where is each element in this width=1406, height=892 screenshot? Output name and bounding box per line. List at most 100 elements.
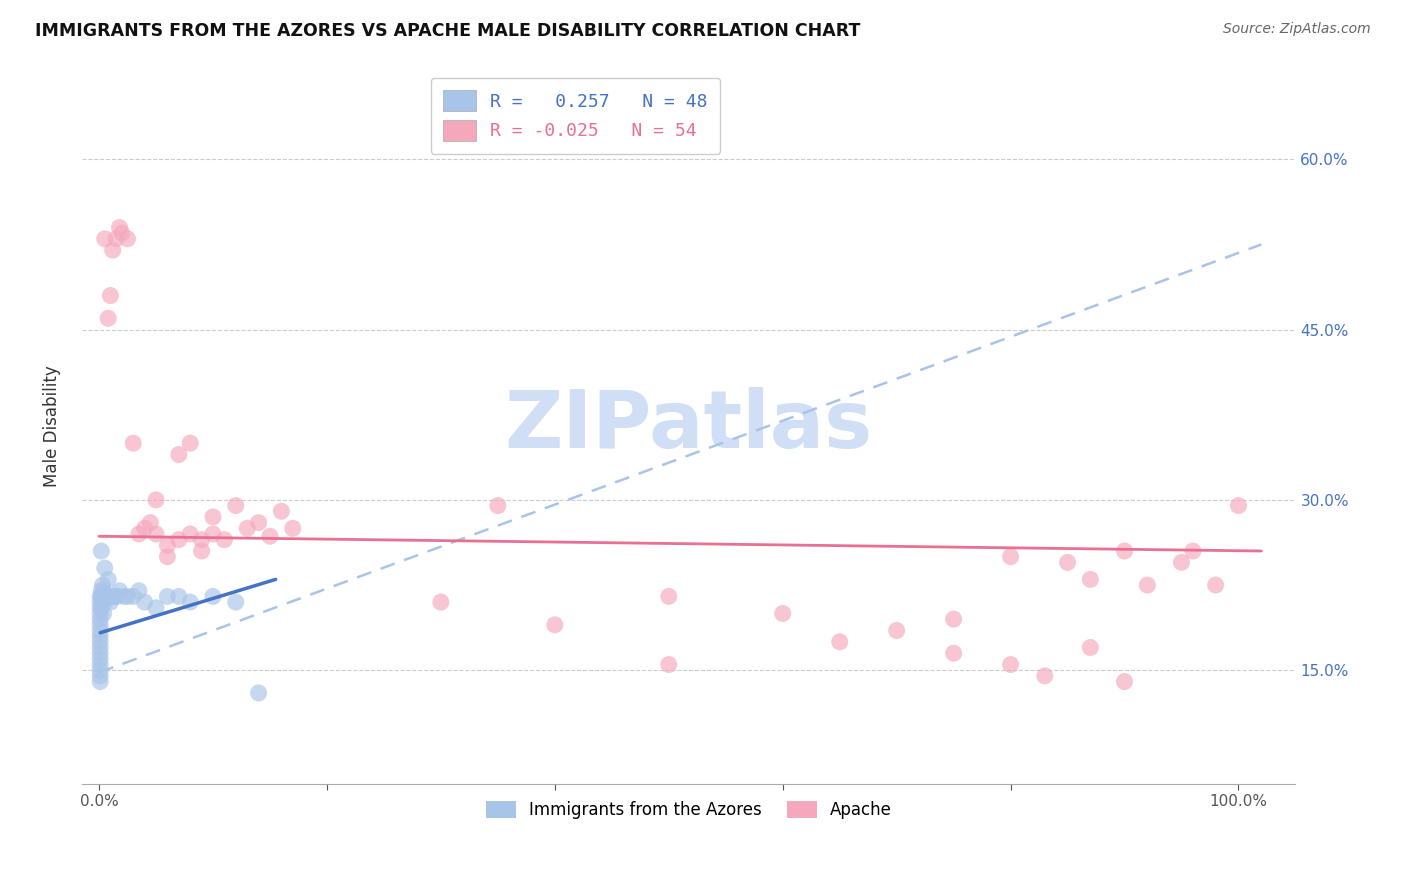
Point xyxy=(145,492,167,507)
Point xyxy=(89,646,111,660)
Point xyxy=(247,686,270,700)
Point xyxy=(179,595,201,609)
Point xyxy=(89,663,111,677)
Point xyxy=(1227,499,1250,513)
Point xyxy=(1000,657,1022,672)
Point xyxy=(89,624,111,638)
Point xyxy=(100,288,122,302)
Point xyxy=(90,600,112,615)
Point xyxy=(430,595,453,609)
Point xyxy=(101,590,124,604)
Point xyxy=(179,527,201,541)
Point xyxy=(90,590,112,604)
Point xyxy=(128,583,150,598)
Y-axis label: Male Disability: Male Disability xyxy=(44,365,60,487)
Point xyxy=(190,544,212,558)
Point xyxy=(100,595,122,609)
Point xyxy=(89,629,111,643)
Point xyxy=(91,578,114,592)
Point xyxy=(128,527,150,541)
Point xyxy=(214,533,236,547)
Point xyxy=(167,533,190,547)
Point xyxy=(942,612,965,626)
Point xyxy=(658,657,681,672)
Point xyxy=(1056,555,1078,569)
Point xyxy=(97,311,120,326)
Point xyxy=(179,436,201,450)
Point xyxy=(91,590,114,604)
Point xyxy=(89,635,111,649)
Point xyxy=(96,590,118,604)
Point xyxy=(108,583,131,598)
Point xyxy=(91,595,114,609)
Point xyxy=(122,590,145,604)
Point xyxy=(134,521,156,535)
Point xyxy=(122,436,145,450)
Legend: Immigrants from the Azores, Apache: Immigrants from the Azores, Apache xyxy=(479,794,898,825)
Point xyxy=(201,590,224,604)
Point xyxy=(89,590,111,604)
Point xyxy=(93,561,115,575)
Point xyxy=(93,232,115,246)
Point xyxy=(772,607,794,621)
Point xyxy=(89,674,111,689)
Point xyxy=(259,529,281,543)
Point xyxy=(145,527,167,541)
Point xyxy=(658,590,681,604)
Point xyxy=(201,527,224,541)
Point xyxy=(1080,640,1102,655)
Point xyxy=(139,516,162,530)
Point xyxy=(89,640,111,655)
Text: Source: ZipAtlas.com: Source: ZipAtlas.com xyxy=(1223,22,1371,37)
Point xyxy=(270,504,292,518)
Point xyxy=(236,521,259,535)
Point xyxy=(1181,544,1204,558)
Point xyxy=(117,232,139,246)
Point xyxy=(112,590,135,604)
Point xyxy=(1000,549,1022,564)
Text: IMMIGRANTS FROM THE AZORES VS APACHE MALE DISABILITY CORRELATION CHART: IMMIGRANTS FROM THE AZORES VS APACHE MAL… xyxy=(35,22,860,40)
Point xyxy=(93,607,115,621)
Point xyxy=(1114,674,1136,689)
Point xyxy=(201,510,224,524)
Point xyxy=(89,607,111,621)
Point xyxy=(117,590,139,604)
Point xyxy=(145,600,167,615)
Point xyxy=(167,590,190,604)
Point xyxy=(89,600,111,615)
Point xyxy=(105,590,128,604)
Point xyxy=(225,595,247,609)
Point xyxy=(1080,573,1102,587)
Point xyxy=(247,516,270,530)
Text: ZIPatlas: ZIPatlas xyxy=(505,387,873,465)
Point xyxy=(1114,544,1136,558)
Point xyxy=(1205,578,1227,592)
Point xyxy=(105,590,128,604)
Point xyxy=(544,617,567,632)
Point xyxy=(89,617,111,632)
Point xyxy=(134,595,156,609)
Point xyxy=(89,657,111,672)
Point xyxy=(89,612,111,626)
Point xyxy=(886,624,908,638)
Point xyxy=(94,590,117,604)
Point xyxy=(89,652,111,666)
Point xyxy=(828,635,851,649)
Point xyxy=(225,499,247,513)
Point xyxy=(89,669,111,683)
Point xyxy=(1170,555,1192,569)
Point xyxy=(486,499,509,513)
Point xyxy=(93,583,115,598)
Point xyxy=(93,595,115,609)
Point xyxy=(105,232,128,246)
Point xyxy=(281,521,304,535)
Point xyxy=(942,646,965,660)
Point xyxy=(1033,669,1056,683)
Point xyxy=(90,583,112,598)
Point xyxy=(89,595,111,609)
Point xyxy=(156,538,179,552)
Point xyxy=(156,549,179,564)
Point xyxy=(190,533,212,547)
Point xyxy=(111,226,134,240)
Point xyxy=(1136,578,1159,592)
